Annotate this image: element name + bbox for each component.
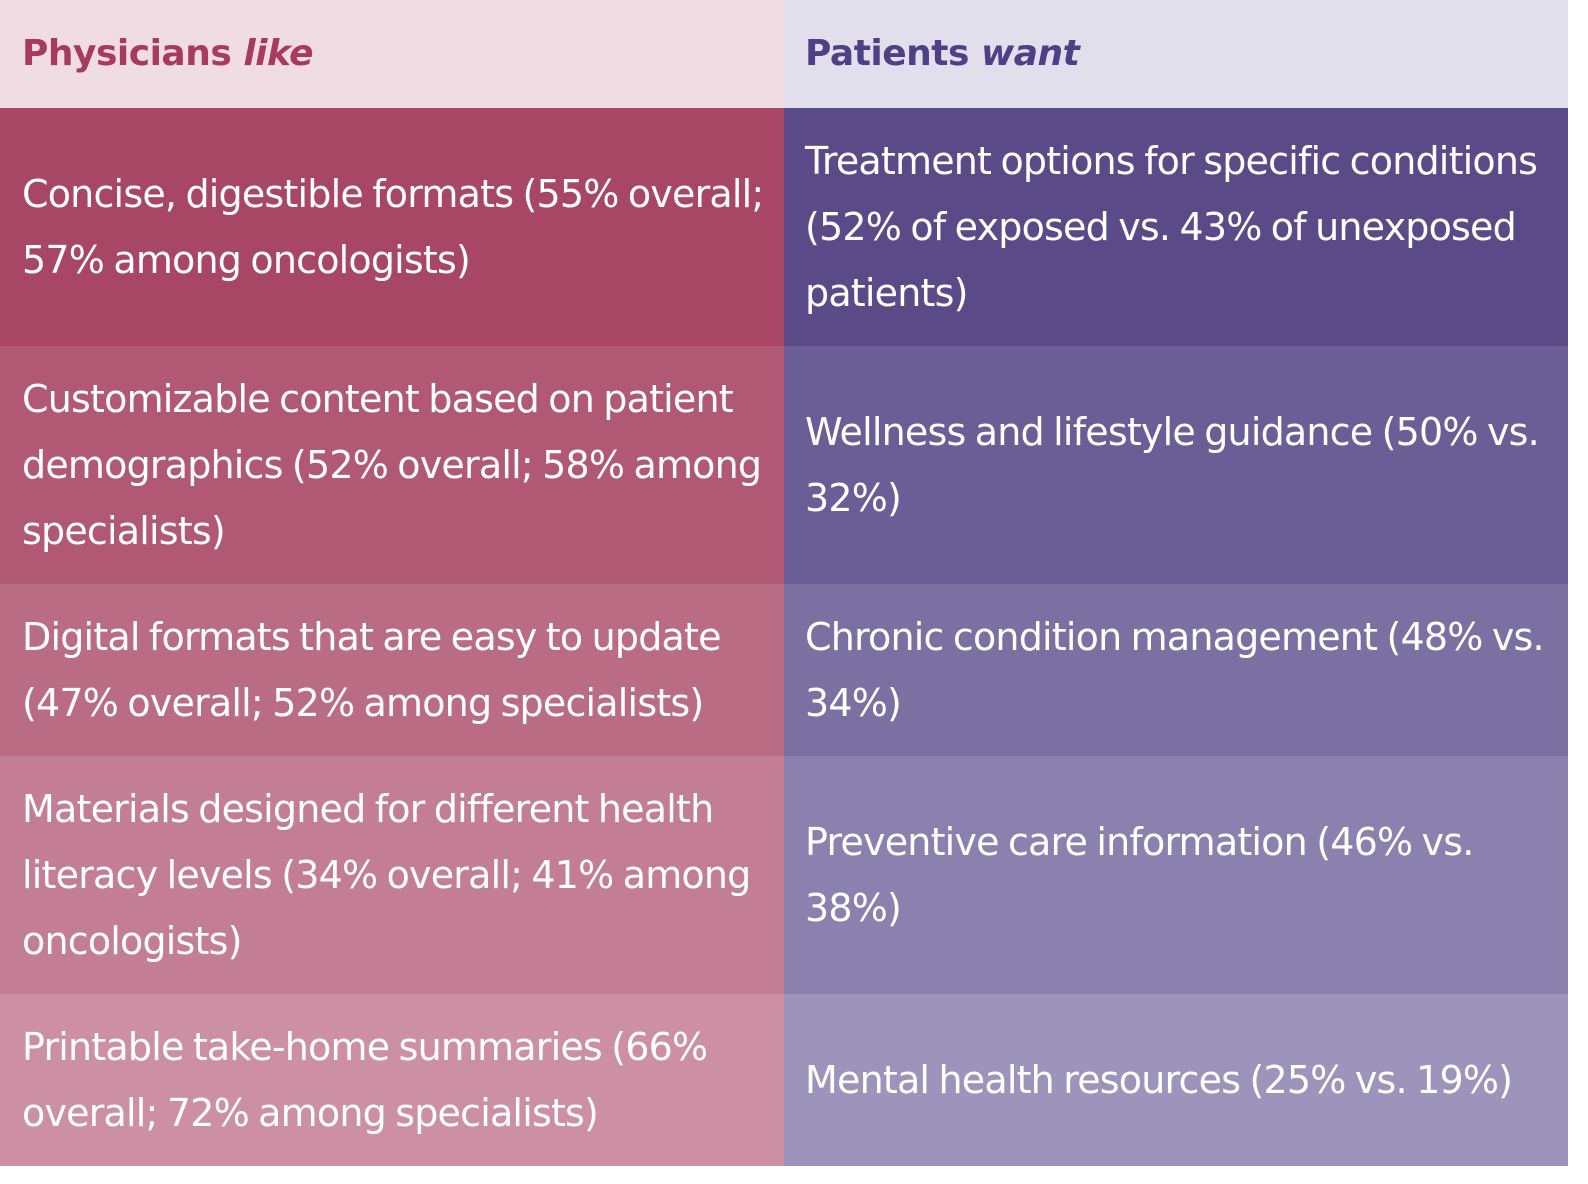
patients-cell-1: Treatment options for specific condition…: [784, 108, 1568, 346]
physicians-header-label: Physicians: [22, 33, 232, 74]
physicians-cell-2: Customizable content based on patient de…: [0, 346, 784, 584]
physicians-cell-5: Printable take-home summaries (66% overa…: [0, 994, 784, 1166]
physicians-cell-text: Customizable content based on patient de…: [22, 377, 762, 553]
physicians-cell-1: Concise, digestible formats (55% overall…: [0, 108, 784, 346]
patients-cell-3: Chronic condition management (48% vs. 34…: [784, 584, 1568, 756]
patients-cell-text: Treatment options for specific condition…: [805, 139, 1538, 315]
patients-cell-5: Mental health resources (25% vs. 19%): [784, 994, 1568, 1166]
patients-header-emphasis: want: [981, 33, 1080, 74]
physicians-cell-4: Materials designed for different health …: [0, 756, 784, 994]
physicians-cell-text: Concise, digestible formats (55% overall…: [22, 172, 764, 282]
patients-cell-text: Mental health resources (25% vs. 19%): [805, 1058, 1513, 1102]
physicians-cell-text: Digital formats that are easy to update …: [22, 615, 722, 725]
patients-cell-text: Wellness and lifestyle guidance (50% vs.…: [805, 410, 1540, 520]
patients-cell-4: Preventive care information (46% vs. 38%…: [784, 756, 1568, 994]
patients-cell-text: Chronic condition management (48% vs. 34…: [805, 615, 1545, 725]
physicians-cell-text: Materials designed for different health …: [22, 787, 751, 963]
physicians-header-emphasis: like: [243, 33, 314, 74]
physicians-cell-3: Digital formats that are easy to update …: [0, 584, 784, 756]
physicians-cell-text: Printable take-home summaries (66% overa…: [22, 1025, 708, 1135]
patients-cell-text: Preventive care information (46% vs. 38%…: [805, 820, 1474, 930]
physicians-column-header: Physicians like: [0, 0, 784, 108]
patients-column-header: Patients want: [784, 0, 1568, 108]
patients-header-label: Patients: [805, 33, 969, 74]
patients-cell-2: Wellness and lifestyle guidance (50% vs.…: [784, 346, 1568, 584]
comparison-table: Physicians like Patients want Concise, d…: [0, 0, 1568, 1166]
